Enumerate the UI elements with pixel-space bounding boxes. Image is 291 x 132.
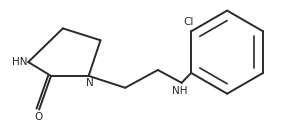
Text: Cl: Cl bbox=[183, 17, 193, 27]
Text: NH: NH bbox=[172, 86, 187, 96]
Text: N: N bbox=[86, 78, 93, 88]
Text: O: O bbox=[34, 112, 42, 122]
Text: HN: HN bbox=[12, 57, 27, 67]
